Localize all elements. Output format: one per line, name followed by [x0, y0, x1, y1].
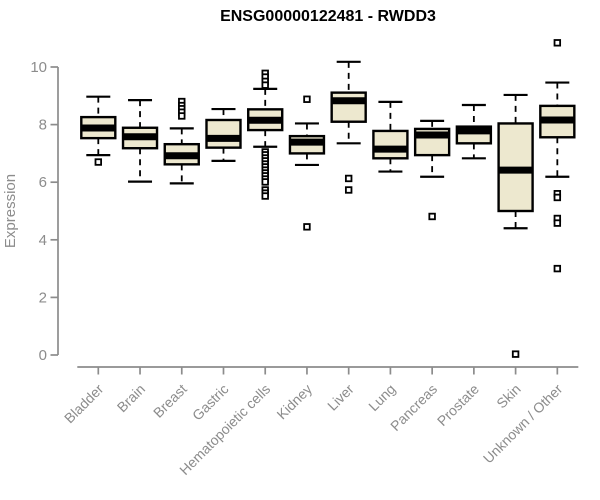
outlier-point — [261, 192, 269, 200]
outlier-point — [261, 81, 269, 89]
outlier-point — [94, 158, 102, 166]
category-label-unknown-other: Unknown / Other — [480, 381, 566, 467]
y-tick-label: 2 — [39, 289, 47, 306]
outlier-point — [344, 186, 353, 194]
outlier-point — [178, 112, 186, 120]
category-label-lung: Lung — [365, 381, 398, 414]
category-label-breast: Breast — [150, 381, 190, 421]
outlier-point — [261, 178, 269, 186]
box-breast — [163, 97, 200, 185]
box-pancreas — [413, 119, 451, 221]
y-tick-label: 8 — [39, 117, 47, 134]
category-label-brain: Brain — [114, 381, 148, 415]
outlier-point — [344, 174, 353, 183]
y-tick-label: 10 — [30, 59, 47, 76]
outlier-point — [553, 39, 562, 47]
category-label-prostate: Prostate — [434, 381, 482, 429]
iqr-box — [205, 118, 242, 149]
outlier-point — [428, 212, 436, 221]
box-lung — [372, 100, 409, 173]
y-tick-label: 4 — [39, 232, 47, 249]
iqr-box — [330, 91, 367, 123]
category-label-skin: Skin — [493, 381, 524, 412]
outlier-point — [553, 219, 562, 227]
box-liver — [330, 60, 367, 194]
outlier-point — [553, 264, 562, 273]
outlier-point — [553, 193, 562, 202]
box-prostate — [455, 103, 493, 160]
box-skin — [497, 93, 534, 358]
y-tick-label: 6 — [39, 174, 47, 191]
box-hematopoietic-cells — [247, 69, 284, 200]
box-kidney — [288, 95, 326, 231]
box-series — [80, 39, 576, 358]
y-axis-label: Expression — [2, 174, 19, 248]
box-bladder — [80, 95, 117, 166]
category-label-liver: Liver — [324, 381, 357, 414]
box-gastric — [205, 107, 242, 162]
outlier-point — [303, 223, 311, 231]
iqr-box — [372, 129, 409, 160]
box-unknown-other — [539, 39, 576, 273]
outlier-point — [511, 350, 520, 358]
y-tick-label: 0 — [39, 347, 47, 364]
category-label-bladder: Bladder — [61, 381, 107, 427]
box-brain — [121, 99, 159, 183]
outlier-point — [303, 95, 311, 103]
y-axis: 0 2 4 6 8 10 — [30, 59, 59, 364]
chart-title: ENSG00000122481 - RWDD3 — [220, 8, 436, 25]
category-label-kidney: Kidney — [273, 381, 315, 423]
